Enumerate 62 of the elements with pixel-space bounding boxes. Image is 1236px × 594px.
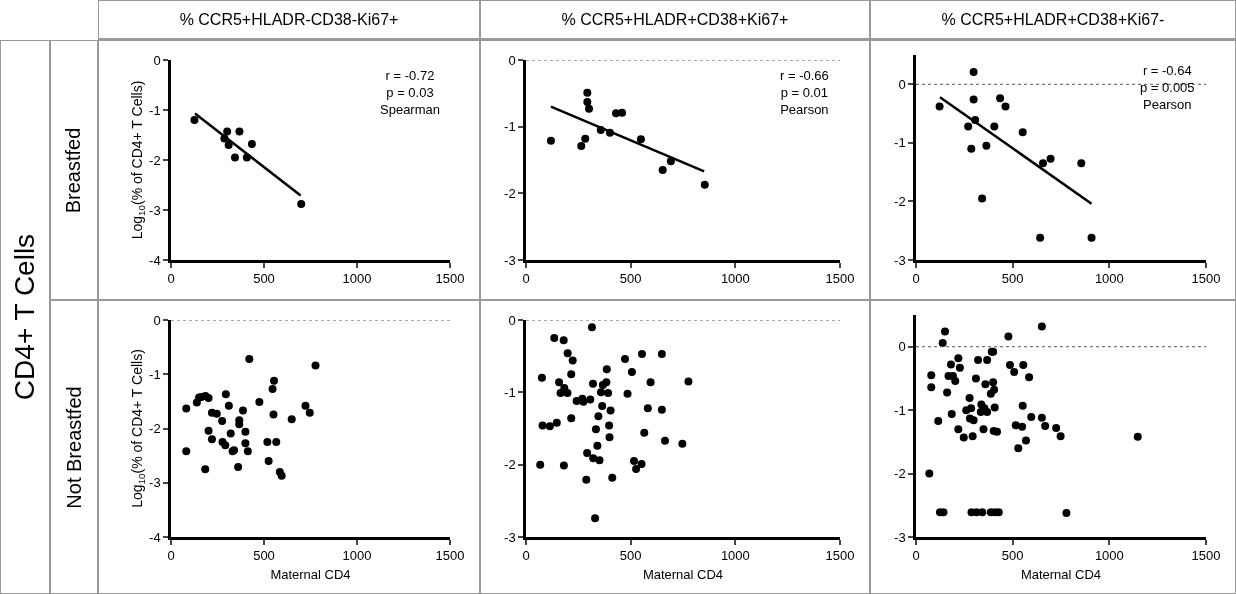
y-tick-label: -2 — [149, 421, 161, 437]
x-tick-label: 0 — [167, 548, 175, 564]
x-tick-label: 500 — [253, 271, 275, 287]
x-tick-label: 0 — [167, 271, 175, 287]
x-tick-label: 1500 — [435, 271, 465, 287]
x-tick-label: 0 — [522, 548, 530, 564]
y-tick-label: 0 — [508, 312, 516, 328]
y-tick-label: -3 — [894, 529, 906, 545]
x-axis-title: Maternal CD4 — [1020, 566, 1102, 582]
y-tick-label: -1 — [894, 135, 906, 151]
text: CD4+ T Cells — [9, 233, 41, 401]
text: Breastfed — [62, 127, 86, 213]
x-tick-label: 500 — [619, 271, 642, 287]
x-tick-label: 1000 — [1094, 548, 1124, 564]
chart-title: % CCR5+HLADR+CD38+Ki67+ — [481, 1, 869, 41]
x-tick-label: 0 — [912, 271, 920, 287]
y-tick-label: -1 — [504, 119, 516, 135]
y-tick-label: -1 — [149, 366, 161, 382]
y-tick-label: -1 — [149, 102, 161, 118]
x-tick-label: 500 — [619, 548, 642, 564]
y-tick-label: -2 — [149, 152, 161, 168]
text: Not Breastfed — [62, 385, 86, 509]
y-tick-label: -4 — [149, 252, 161, 268]
x-tick-label: 1500 — [435, 548, 465, 564]
y-tick-label: 0 — [898, 339, 906, 355]
y-tick-label: -3 — [149, 202, 161, 218]
x-tick-label: 0 — [912, 548, 920, 564]
x-tick-label: 500 — [1001, 271, 1024, 287]
y-tick-label: 0 — [508, 52, 516, 68]
y-tick-label: -2 — [894, 193, 906, 209]
x-tick-label: 1500 — [825, 548, 855, 564]
x-tick-label: 1500 — [1191, 548, 1221, 564]
y-tick-label: -1 — [894, 402, 906, 418]
y-tick-label: 0 — [898, 76, 906, 92]
y-tick-label: -1 — [504, 384, 516, 400]
x-axis-title: Maternal CD4 — [270, 566, 351, 582]
x-axis-title: Maternal CD4 — [642, 566, 724, 582]
x-tick-label: 1500 — [1191, 271, 1221, 287]
y-tick-label: -3 — [504, 252, 516, 268]
annotation: r = -0.66 p = 0.01 Pearson — [780, 68, 829, 117]
annotation: r = -0.72 p = 0.03 Spearman — [380, 68, 440, 117]
y-tick-label: 0 — [153, 52, 161, 68]
x-tick-label: 1000 — [1094, 271, 1124, 287]
x-tick-label: 1000 — [720, 548, 750, 564]
y-tick-label: -4 — [149, 529, 161, 545]
x-tick-label: 1000 — [342, 548, 372, 564]
y-tick-label: -2 — [504, 185, 516, 201]
x-tick-label: 1000 — [342, 271, 372, 287]
annotation: r = -0.64 p = 0.005 Pearson — [1140, 63, 1195, 112]
x-tick-label: 500 — [253, 548, 275, 564]
chart-title: % CCR5+HLADR+CD38+Ki67- — [871, 1, 1235, 41]
x-tick-label: 500 — [1001, 548, 1024, 564]
y-tick-label: -3 — [504, 529, 516, 545]
y-tick-label: -3 — [149, 475, 161, 491]
y-tick-label: -2 — [504, 457, 516, 473]
y-tick-label: 0 — [153, 312, 161, 328]
x-tick-label: 1500 — [825, 271, 855, 287]
chart-title: % CCR5+HLADR-CD38-Ki67+ — [99, 1, 479, 41]
y-tick-label: -3 — [894, 252, 906, 268]
x-tick-label: 0 — [522, 271, 530, 287]
x-tick-label: 1000 — [720, 271, 750, 287]
y-tick-label: -2 — [894, 466, 906, 482]
